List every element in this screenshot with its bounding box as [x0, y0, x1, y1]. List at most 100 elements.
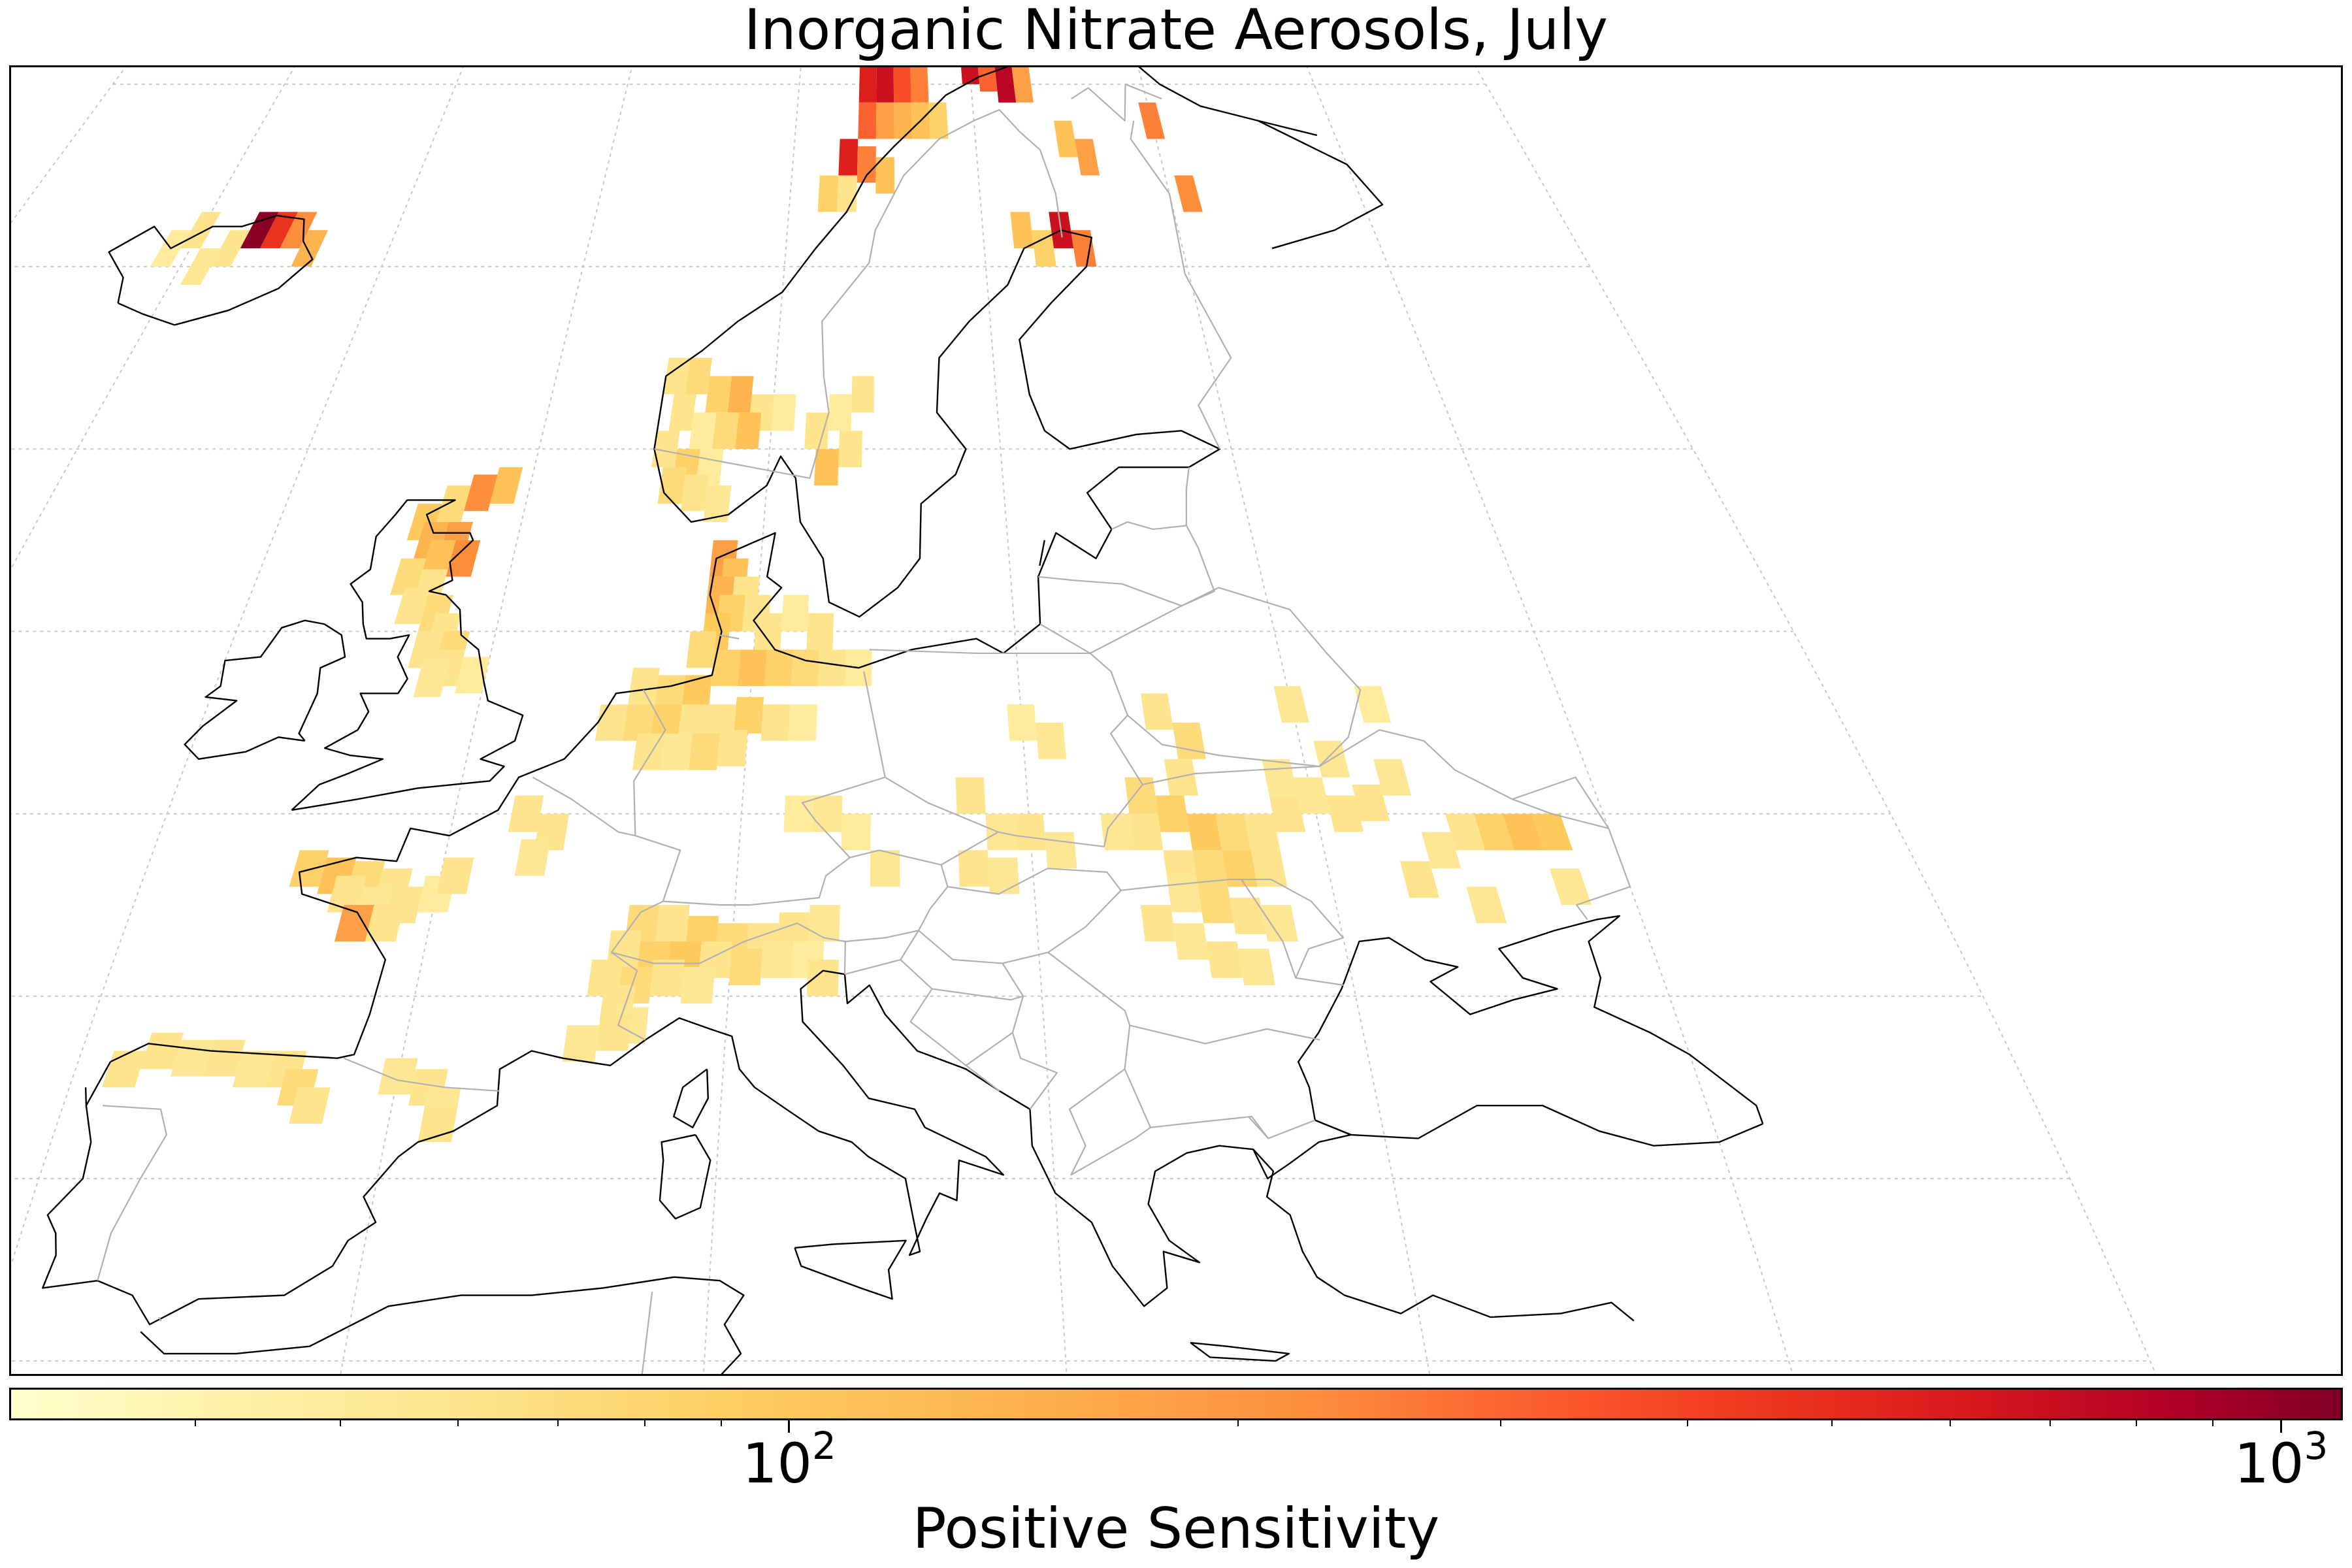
sensitivity-cell — [1166, 875, 1202, 913]
sensitivity-cell — [1172, 722, 1206, 759]
country-border — [1047, 951, 1320, 1045]
sensitivity-cell — [858, 102, 877, 139]
longitude-gridline — [1475, 67, 2157, 1374]
sensitivity-cell — [817, 175, 839, 212]
country-border — [611, 922, 846, 975]
sensitivity-cell — [102, 1051, 146, 1088]
sensitivity-cell — [1155, 795, 1190, 832]
sensitivity-cell — [203, 1039, 246, 1077]
sensitivity-cell — [1531, 813, 1573, 851]
country-border — [343, 1057, 500, 1092]
sensitivity-cell — [857, 146, 876, 183]
coastline — [659, 1134, 711, 1220]
sensitivity-cell — [788, 704, 818, 741]
sensitivity-cell — [1124, 777, 1158, 814]
sensitivity-cell — [841, 813, 871, 851]
sensitivity-cell — [689, 412, 717, 449]
sensitivity-cell — [760, 704, 791, 741]
sensitivity-cell — [1198, 887, 1234, 924]
sensitivity-cell — [210, 230, 250, 267]
sensitivity-cell — [686, 631, 717, 668]
sensitivity-cell — [1399, 861, 1440, 898]
sensitivity-cell — [1421, 832, 1462, 869]
sensitivity-cell — [1474, 813, 1514, 851]
figure-title: Inorganic Nitrate Aerosols, July — [743, 0, 1609, 63]
country-border — [1039, 587, 1219, 655]
sensitivity-cell — [562, 1025, 600, 1062]
country-border — [1130, 120, 1232, 449]
sensitivity-cell — [464, 474, 498, 512]
sensitivity-cell — [858, 67, 877, 103]
coastline — [1315, 1105, 1763, 1147]
colorbar — [9, 1388, 2343, 1420]
sensitivity-cell — [812, 795, 843, 832]
sensitivity-cell — [662, 357, 691, 395]
sensitivity-cell — [651, 431, 680, 468]
country-border — [157, 1316, 162, 1322]
country-border — [1296, 977, 1345, 987]
sensitivity-cell — [1294, 777, 1331, 814]
sensitivity-cell — [668, 394, 696, 431]
sensitivity-cell — [958, 850, 990, 887]
sensitivity-cell — [771, 394, 796, 431]
sensitivity-cell — [734, 696, 764, 734]
colorbar-minor-tick — [2049, 1418, 2051, 1426]
sensitivity-cell — [436, 857, 474, 894]
sensitivity-cell — [806, 959, 839, 996]
sensitivity-cell — [838, 431, 862, 468]
sensitivity-cell — [436, 485, 471, 522]
sensitivity-cells — [102, 67, 1592, 1143]
sensitivity-cell — [837, 175, 857, 212]
sensitivity-cell — [711, 649, 741, 687]
sensitivity-cell — [1186, 813, 1222, 851]
sensitivity-cell — [1074, 139, 1100, 176]
sensitivity-cell — [1053, 120, 1078, 157]
sensitivity-cell — [291, 230, 329, 267]
colorbar-minor-tick — [557, 1418, 559, 1426]
sensitivity-cell — [870, 850, 900, 887]
sensitivity-cell — [408, 631, 444, 668]
coastline — [110, 67, 1384, 1063]
colorbar-minor-tick — [2212, 1418, 2213, 1426]
sensitivity-cell — [1100, 813, 1134, 851]
country-border — [1002, 962, 1058, 1110]
sensitivity-cell — [977, 67, 998, 92]
sensitivity-cell — [622, 704, 655, 741]
sensitivity-cell — [661, 733, 693, 770]
sensitivity-cell — [334, 905, 374, 941]
sensitivity-cell — [650, 704, 682, 741]
sensitivity-cell — [1238, 949, 1275, 985]
sensitivity-cell — [728, 949, 762, 985]
country-border — [1512, 776, 1610, 829]
country-border — [900, 959, 1024, 1001]
sensitivity-cell — [289, 850, 329, 887]
colorbar-major-tick — [788, 1418, 791, 1433]
sensitivity-cell — [180, 212, 221, 249]
country-border — [869, 649, 1143, 847]
sensitivity-cell — [764, 649, 794, 687]
sensitivity-cell — [735, 412, 762, 449]
country-border — [1127, 587, 1362, 768]
sensitivity-cell — [1549, 868, 1592, 906]
sensitivity-cell — [781, 595, 809, 632]
sensitivity-cell — [1141, 693, 1174, 730]
country-border — [909, 988, 1000, 1092]
sensitivity-cell — [1192, 850, 1228, 887]
country-borders — [97, 83, 1631, 1374]
sensitivity-cell — [514, 839, 551, 876]
sensitivity-cell — [1352, 784, 1390, 821]
sensitivity-cell — [760, 941, 794, 978]
map-frame — [9, 65, 2343, 1376]
sensitivity-cell — [1206, 941, 1243, 978]
sensitivity-cell — [1445, 813, 1485, 851]
sensitivity-cell — [394, 587, 431, 625]
colorbar-minor-tick — [1949, 1418, 1951, 1426]
sensitivity-cell — [806, 613, 834, 650]
sensitivity-cell — [595, 704, 629, 741]
colorbar-major-tick — [2279, 1418, 2282, 1433]
sensitivity-cell — [1373, 759, 1412, 796]
sensitivity-cell — [1014, 813, 1047, 851]
europe-map — [11, 67, 2157, 1374]
colorbar-minor-tick — [644, 1418, 645, 1426]
sensitivity-cell — [1354, 686, 1392, 723]
